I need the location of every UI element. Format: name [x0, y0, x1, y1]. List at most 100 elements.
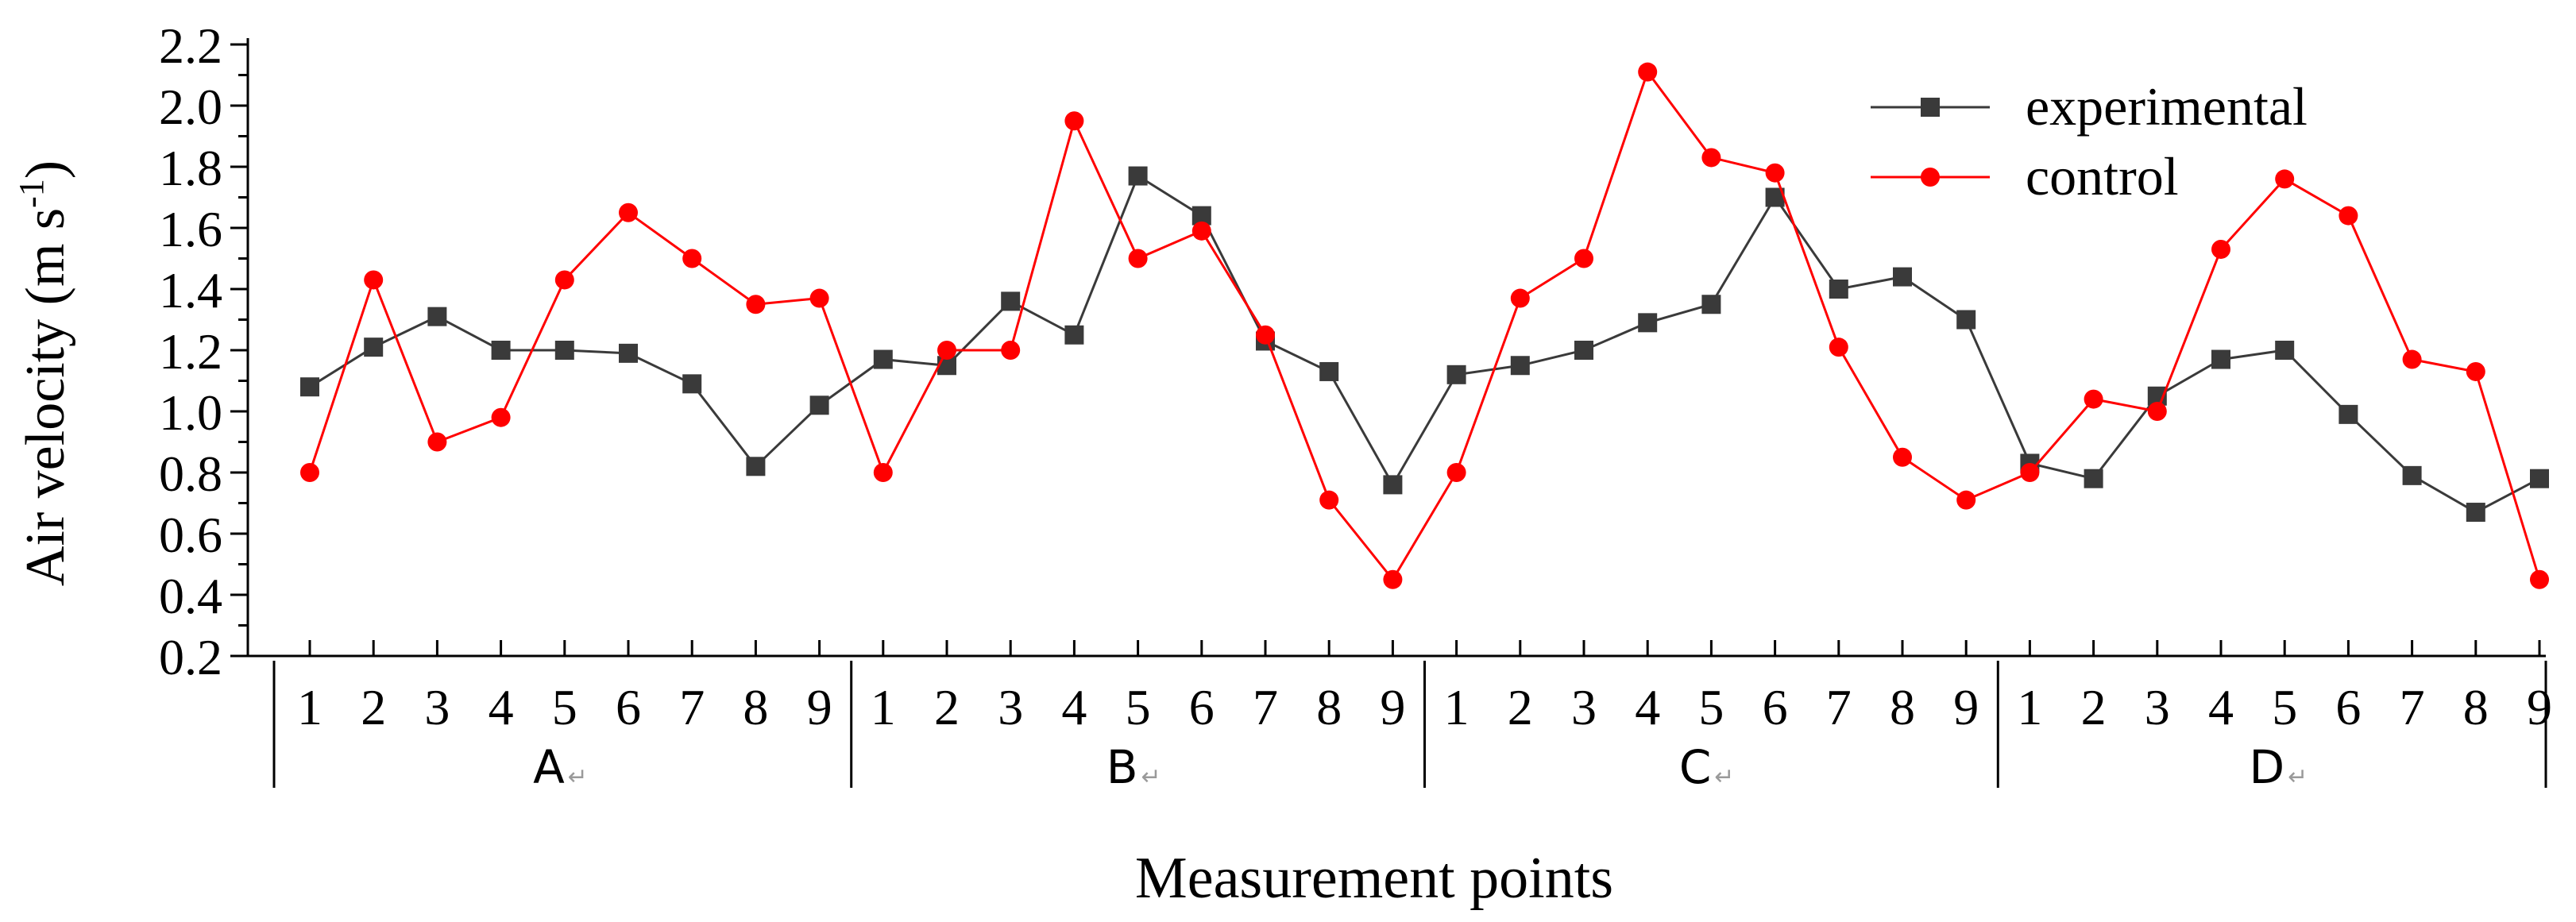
y-tick-label: 2.0 — [159, 79, 222, 135]
x-point-label: 3 — [2145, 679, 2170, 735]
point-control — [1510, 288, 1530, 308]
point-control — [300, 463, 319, 482]
x-point-label: 7 — [1253, 679, 1278, 735]
group-label: A — [533, 740, 565, 794]
group-label: C — [1679, 740, 1712, 794]
point-control — [619, 203, 638, 222]
y-tick-label: 0.6 — [159, 507, 222, 563]
y-tick-label: 0.4 — [159, 568, 222, 624]
x-point-label: 9 — [1380, 679, 1405, 735]
x-point-label: 5 — [1126, 679, 1151, 735]
x-point-label: 7 — [2400, 679, 2425, 735]
point-experimental — [1510, 356, 1530, 376]
point-experimental — [364, 338, 384, 357]
point-control — [1319, 490, 1339, 510]
legend-marker-experimental — [1921, 98, 1940, 117]
point-control — [1574, 249, 1593, 268]
point-control — [1001, 341, 1021, 360]
y-tick-label: 0.8 — [159, 446, 222, 502]
point-control — [2338, 206, 2358, 226]
point-control — [554, 270, 574, 290]
x-axis-title: Measurement points — [1135, 846, 1613, 911]
x-point-label: 6 — [1189, 679, 1215, 735]
point-control — [427, 432, 447, 452]
x-point-label: 8 — [2463, 679, 2489, 735]
series-line-experimental — [309, 174, 2540, 514]
point-experimental — [2402, 465, 2422, 485]
point-control — [2147, 402, 2167, 421]
x-point-label: 8 — [743, 679, 768, 735]
legend-label-experimental: experimental — [2026, 76, 2308, 137]
point-experimental — [1701, 295, 1721, 314]
point-experimental — [2211, 349, 2230, 369]
point-control — [937, 341, 956, 360]
legend-label-control: control — [2026, 146, 2179, 206]
x-point-label: 5 — [1698, 679, 1724, 735]
x-point-label: 1 — [2017, 679, 2042, 735]
point-control — [1128, 249, 1148, 268]
x-point-label: 8 — [1316, 679, 1342, 735]
x-point-label: 3 — [1571, 679, 1597, 735]
point-control — [1829, 338, 1848, 357]
point-control — [746, 295, 766, 314]
point-control — [491, 407, 511, 427]
point-experimental — [1446, 365, 1466, 384]
series-line-control — [308, 69, 2541, 582]
y-tick-label: 0.2 — [159, 629, 222, 685]
x-point-label: 6 — [1763, 679, 1788, 735]
point-experimental — [1064, 325, 1084, 345]
point-control — [2020, 463, 2040, 482]
point-control — [1256, 325, 1275, 345]
x-point-label: 1 — [297, 679, 322, 735]
x-point-label: 8 — [1890, 679, 1915, 735]
point-control — [2275, 169, 2295, 189]
point-control — [1893, 447, 1912, 467]
point-experimental — [1956, 310, 1976, 330]
legend: experimental control — [1871, 76, 2308, 206]
point-control — [364, 270, 384, 290]
point-experimental — [682, 374, 702, 394]
x-point-label: 2 — [934, 679, 960, 735]
y-tick-label: 2.2 — [159, 17, 222, 74]
point-experimental — [1128, 166, 1148, 186]
point-experimental — [1829, 280, 1848, 299]
point-experimental — [1001, 291, 1021, 311]
axes: 0.20.40.60.81.01.21.41.61.82.02.21 2 3 4 5 6 7… — [159, 17, 2552, 794]
group-mark: ↵ — [1714, 763, 1734, 791]
point-experimental — [1383, 475, 1403, 495]
x-point-label: 6 — [616, 679, 641, 735]
x-point-label: 2 — [1508, 679, 1533, 735]
group-mark: ↵ — [1141, 763, 1161, 791]
x-point-label: 9 — [1953, 679, 1979, 735]
x-point-label: 4 — [489, 679, 514, 735]
point-experimental — [427, 307, 447, 326]
y-tick-label: 1.6 — [159, 201, 222, 257]
x-point-label: 7 — [679, 679, 705, 735]
point-control — [873, 463, 893, 482]
point-control — [1064, 111, 1084, 131]
y-tick-label: 1.4 — [159, 262, 222, 318]
group-mark: ↵ — [2288, 763, 2308, 791]
point-experimental — [1638, 313, 1658, 333]
point-control — [1446, 463, 1466, 482]
point-experimental — [554, 341, 574, 360]
point-experimental — [300, 377, 319, 397]
point-control — [1191, 221, 1211, 241]
x-point-label: 4 — [1635, 679, 1660, 735]
y-axis-title: Air velocity (m s-1) — [12, 160, 76, 586]
point-experimental — [746, 457, 766, 476]
point-control — [809, 288, 829, 308]
y-tick-label: 1.0 — [159, 384, 222, 441]
point-experimental — [2338, 404, 2358, 424]
x-point-label: 2 — [361, 679, 386, 735]
point-control — [2084, 389, 2103, 409]
point-experimental — [619, 343, 638, 363]
point-experimental — [491, 341, 511, 360]
x-point-label: 6 — [2335, 679, 2361, 735]
y-tick-label: 1.2 — [159, 323, 222, 380]
point-control — [2530, 569, 2549, 589]
x-point-label: 9 — [2527, 679, 2552, 735]
x-point-label: 5 — [552, 679, 577, 735]
point-experimental — [809, 395, 829, 415]
y-axis-title-sup: -1 — [12, 179, 51, 208]
